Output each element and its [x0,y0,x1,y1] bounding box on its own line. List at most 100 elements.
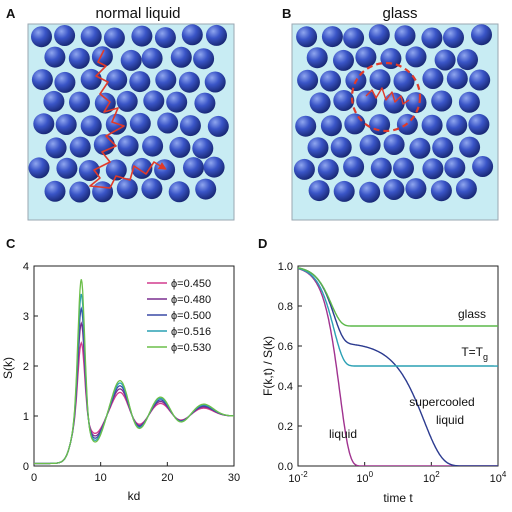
particle-sphere [368,24,390,46]
particle-sphere [94,92,116,114]
panel-b-glass: B glass [282,5,499,221]
legend-entry: ϕ=0.516 [171,326,211,338]
panel-d-relaxation: D 10-2 100 102 104 0.0 0.2 0.4 0.6 0.8 1.0 glass T… [258,236,507,505]
particle-sphere [344,113,366,135]
particle-sphere [78,160,100,181]
particle-sphere [45,137,67,159]
particle-sphere [422,158,444,180]
particle-sphere [409,137,431,159]
particle-sphere [355,46,377,68]
sk-series-line [34,341,234,465]
particle-sphere [422,68,444,89]
particle-sphere [155,69,177,91]
y-tick-label: 2 [23,361,29,373]
particle-sphere [169,136,191,158]
y-tick-label: 0.4 [278,381,293,393]
panel-d-curve-labels: glass T=Tg supercooled liquid liquid [329,307,488,441]
panel-c-ticks: 0 10 20 30 0 1 2 3 4 [23,261,240,484]
particle-sphere [333,180,355,202]
particle-sphere [321,26,343,48]
particle-sphere [434,49,456,71]
legend-entry: ϕ=0.500 [171,310,211,322]
particle-sphere [55,114,77,135]
particle-sphere [405,92,427,114]
particle-sphere [141,178,163,200]
particle-sphere [320,115,342,137]
particle-sphere [444,157,466,179]
particle-sphere [446,68,468,90]
particle-sphere [370,157,392,179]
panel-c-label: C [6,236,16,251]
x-tick-label: 104 [490,470,507,485]
particle-sphere [116,90,138,112]
particle-sphere [296,26,318,48]
particle-sphere [432,137,454,159]
particle-sphere [192,137,214,159]
particle-sphere [459,136,481,158]
particle-sphere [31,69,53,91]
particle-sphere [183,157,204,179]
panel-d-xlabel: time t [383,491,413,505]
particle-sphere [69,136,91,158]
particle-sphere [178,71,200,93]
particle-sphere [206,24,227,46]
label-supercooled-line1: supercooled [409,395,474,409]
particle-sphere [356,90,378,112]
rattling-trajectory [365,87,410,105]
particle-sphere [120,49,142,71]
x-tick-label: 10-2 [288,470,308,485]
x-tick-label: 30 [228,472,240,484]
particle-sphere [28,157,50,179]
particle-sphere [80,115,102,137]
particle-sphere [92,181,114,203]
fkt-series-line [298,267,498,367]
particle-sphere [194,92,216,114]
particle-sphere [195,178,217,200]
particle-sphere [471,24,492,46]
particle-sphere [154,159,176,181]
panel-c-series [34,279,234,465]
particle-sphere [44,180,66,202]
panel-b-label: B [282,6,291,21]
particle-sphere [443,27,464,48]
particle-sphere [105,113,127,135]
y-tick-label: 0.8 [278,301,293,313]
panel-c-xlabel: kd [128,489,141,503]
particle-sphere [317,159,339,180]
particle-sphere [333,90,355,111]
particle-sphere [179,115,201,137]
particle-sphere [297,69,319,91]
particle-sphere [383,134,405,155]
particle-sphere [91,46,113,68]
panel-a-title: normal liquid [95,5,180,22]
particle-sphere [333,49,354,71]
panel-d-ticks: 10-2 100 102 104 0.0 0.2 0.4 0.6 0.8 1.0 [278,261,507,485]
x-tick-label: 100 [356,470,373,485]
y-tick-label: 0.0 [278,461,293,473]
legend-entry: ϕ=0.530 [171,342,211,354]
particle-sphere [181,24,203,46]
y-tick-label: 3 [23,311,29,323]
liquid-particles [28,24,229,203]
particle-sphere [320,70,341,92]
particle-sphere [105,159,127,181]
particle-sphere [80,68,102,90]
particle-sphere [468,113,490,135]
legend-entry: ϕ=0.480 [171,294,211,306]
label-supercooled-line2: liquid [436,413,464,427]
x-tick-label: 102 [423,470,440,485]
particle-sphere [54,71,76,93]
particle-sphere [343,27,365,49]
panel-c-legend: ϕ=0.450 ϕ=0.480 ϕ=0.500 ϕ=0.516 ϕ=0.530 [147,278,211,354]
particle-sphere [405,46,427,68]
particle-sphere [56,157,78,179]
panel-a-label: A [6,6,16,21]
particle-sphere [207,115,229,137]
particle-sphere [141,47,163,69]
particle-sphere [142,135,164,157]
particle-sphere [421,27,443,49]
particle-sphere [80,26,102,47]
panel-c-ylabel: S(k) [1,357,15,379]
